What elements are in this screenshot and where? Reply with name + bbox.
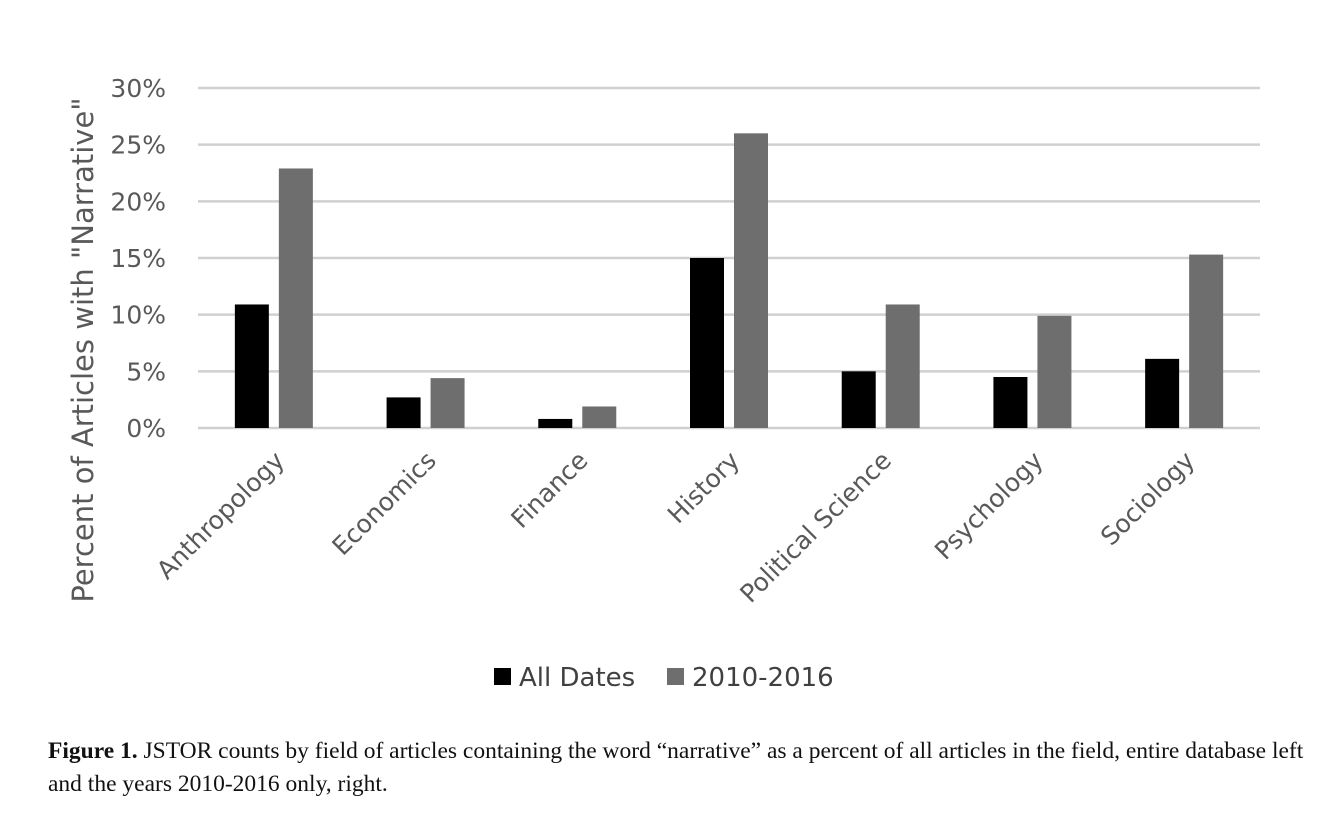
caption-text: JSTOR counts by field of articles contai… bbox=[48, 738, 1304, 797]
legend-swatch bbox=[667, 668, 684, 685]
bar-2010-2016-history bbox=[734, 133, 768, 429]
y-tick-label: 20% bbox=[110, 187, 166, 216]
bar-2010-2016-finance bbox=[582, 406, 617, 428]
y-tick-label: 30% bbox=[110, 74, 166, 103]
bar-all-dates-political-science bbox=[841, 371, 876, 428]
caption-label: Figure 1. bbox=[48, 738, 138, 764]
category-label: Psychology bbox=[929, 446, 1049, 566]
bar-all-dates-psychology bbox=[993, 377, 1028, 428]
y-axis-title: Percent of Articles with "Narrative" bbox=[66, 97, 100, 602]
bar-all-dates-anthropology bbox=[234, 304, 269, 428]
bar-2010-2016-sociology bbox=[1189, 254, 1224, 428]
legend-label: All Dates bbox=[519, 663, 635, 693]
bar-2010-2016-anthropology bbox=[278, 168, 313, 428]
category-label: Sociology bbox=[1095, 446, 1201, 552]
category-label: Political Science bbox=[734, 446, 897, 609]
category-label: History bbox=[662, 446, 746, 530]
y-tick-labels: 0% 5% 10% 15% 20% 25% 30% bbox=[110, 74, 166, 443]
legend-label: 2010-2016 bbox=[692, 663, 834, 693]
category-label: Finance bbox=[505, 446, 593, 534]
bar-2010-2016-psychology bbox=[1037, 315, 1072, 428]
category-label: Anthropology bbox=[151, 446, 290, 585]
figure-caption: Figure 1. JSTOR counts by field of artic… bbox=[48, 735, 1308, 801]
bar-chart: 0% 5% 10% 15% 20% 25% 30% Anthropology Economic… bbox=[66, 74, 1260, 693]
gridlines bbox=[198, 86, 1260, 430]
legend: All Dates 2010-2016 bbox=[494, 663, 834, 693]
category-label: Economics bbox=[327, 446, 442, 561]
legend-swatch bbox=[494, 668, 511, 685]
bar-all-dates-economics bbox=[386, 397, 421, 428]
bar-all-dates-sociology bbox=[1145, 358, 1180, 428]
bars bbox=[234, 133, 1224, 429]
y-tick-label: 0% bbox=[126, 414, 166, 443]
category-labels: Anthropology Economics Finance HistoryPolit… bbox=[151, 446, 1201, 609]
bar-all-dates-finance bbox=[538, 418, 573, 428]
y-tick-label: 15% bbox=[110, 244, 166, 273]
bar-2010-2016-economics bbox=[430, 378, 465, 428]
y-tick-label: 10% bbox=[110, 301, 166, 330]
bar-all-dates-history bbox=[690, 258, 724, 428]
y-tick-label: 5% bbox=[126, 357, 166, 386]
bar-2010-2016-political-science bbox=[885, 304, 920, 428]
y-tick-label: 25% bbox=[110, 131, 166, 160]
